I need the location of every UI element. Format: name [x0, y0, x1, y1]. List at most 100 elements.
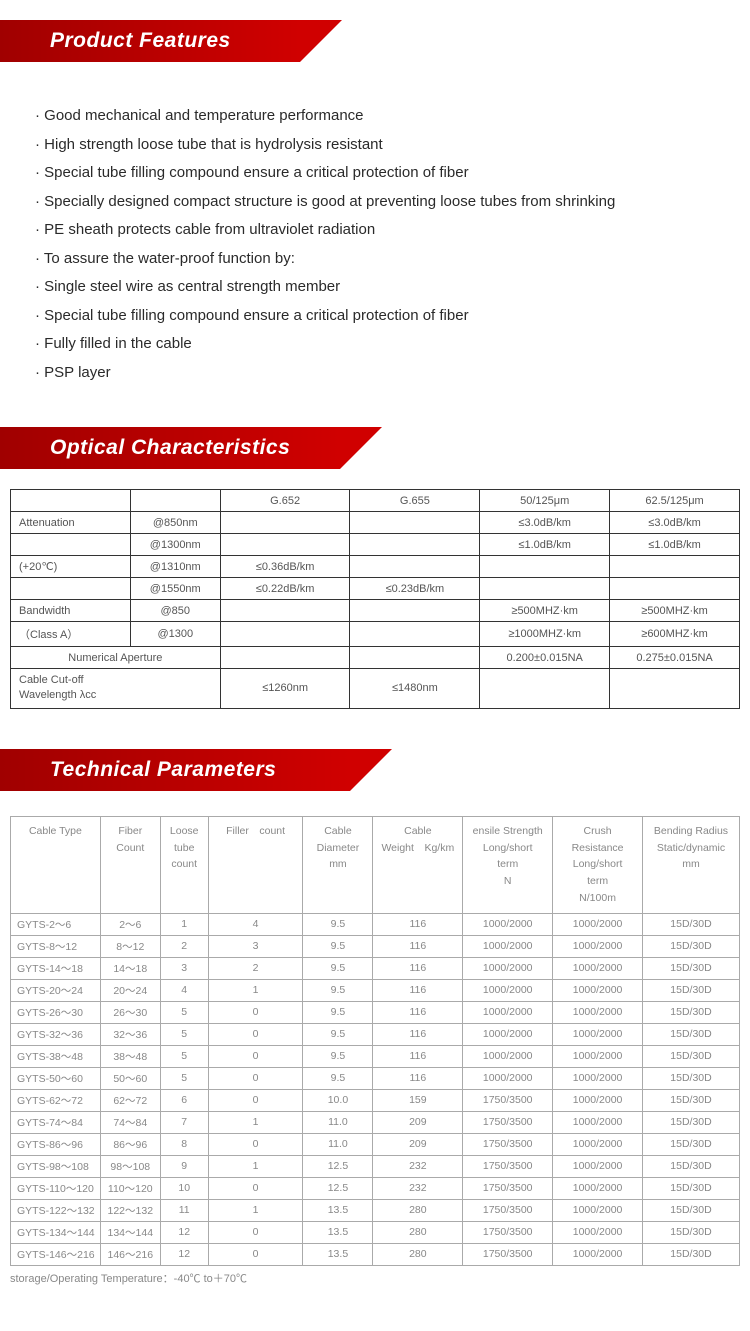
tech-cell: 15D/30D — [643, 979, 740, 1001]
tech-cell: 0 — [208, 1177, 303, 1199]
tech-cell: 0 — [208, 1133, 303, 1155]
tech-header-cell: CrushResistanceLong/shorttermN/100m — [553, 816, 643, 913]
tech-cell: 209 — [373, 1133, 463, 1155]
tech-cell: 15D/30D — [643, 1243, 740, 1265]
optical-header-cell: G.655 — [350, 490, 480, 512]
tech-cell: 5 — [160, 1023, 208, 1045]
tech-cell: 32～36 — [100, 1023, 160, 1045]
tech-cell: 2 — [208, 957, 303, 979]
tech-cell: 1000/2000 — [553, 1221, 643, 1243]
tech-cell: 110～120 — [100, 1177, 160, 1199]
tech-cell: 86～96 — [100, 1133, 160, 1155]
tech-cell: 13.5 — [303, 1221, 373, 1243]
optical-header-cell: 50/125μm — [480, 490, 610, 512]
tech-header-cell: Loosetubecount — [160, 816, 208, 913]
feature-item: Special tube filling compound ensure a c… — [35, 159, 715, 188]
section-header-optical: Optical Characteristics — [0, 427, 750, 469]
tech-cell: 1750/3500 — [463, 1133, 553, 1155]
tech-cell: 15D/30D — [643, 1001, 740, 1023]
tech-cell: 26～30 — [100, 1001, 160, 1023]
tech-cell: 9.5 — [303, 913, 373, 935]
tech-cell: 1000/2000 — [553, 935, 643, 957]
tech-cell: 3 — [160, 957, 208, 979]
tech-header-cell: CableDiametermm — [303, 816, 373, 913]
tech-cell: 5 — [160, 1045, 208, 1067]
tech-header-cell: FiberCount — [100, 816, 160, 913]
optical-header-cell: 62.5/125μm — [610, 490, 740, 512]
tech-cell: 14～18 — [100, 957, 160, 979]
tech-cell: 7 — [160, 1111, 208, 1133]
tech-cell: 0 — [208, 1067, 303, 1089]
tech-cell: 1000/2000 — [553, 957, 643, 979]
tech-cell: 98～108 — [100, 1155, 160, 1177]
feature-item: Good mechanical and temperature performa… — [35, 102, 715, 131]
tech-cell: 9.5 — [303, 1067, 373, 1089]
optical-cell — [480, 578, 610, 600]
tech-cell: GYTS-134～144 — [11, 1221, 101, 1243]
optical-row-label: Numerical Aperture — [11, 647, 221, 669]
optical-row-label — [11, 534, 131, 556]
tech-cell: GYTS-38～48 — [11, 1045, 101, 1067]
feature-item: High strength loose tube that is hydroly… — [35, 131, 715, 160]
tech-cell: 280 — [373, 1221, 463, 1243]
tech-header-cell: CableWeight Kg/km — [373, 816, 463, 913]
tech-cell: 1000/2000 — [463, 957, 553, 979]
tech-cell: 1000/2000 — [553, 1199, 643, 1221]
tech-cell: 15D/30D — [643, 1023, 740, 1045]
tech-cell: GYTS-8～12 — [11, 935, 101, 957]
tech-cell: 8 — [160, 1133, 208, 1155]
optical-cell: ≥600MHZ·km — [610, 622, 740, 647]
tech-cell: 122～132 — [100, 1199, 160, 1221]
optical-cell — [610, 578, 740, 600]
section-header-title: Technical Parameters — [0, 749, 750, 791]
optical-cell — [350, 556, 480, 578]
tech-cell: 209 — [373, 1111, 463, 1133]
tech-cell: 9.5 — [303, 935, 373, 957]
optical-cell: ≤0.23dB/km — [350, 578, 480, 600]
optical-cell — [610, 556, 740, 578]
optical-cell — [220, 622, 350, 647]
section-header-features: Product Features — [0, 20, 750, 62]
optical-table: G.652G.65550/125μm62.5/125μmAttenuation@… — [10, 489, 740, 709]
tech-cell: 62～72 — [100, 1089, 160, 1111]
tech-cell: 12.5 — [303, 1155, 373, 1177]
tech-cell: 10 — [160, 1177, 208, 1199]
tech-cell: 13.5 — [303, 1243, 373, 1265]
tech-cell: 1000/2000 — [553, 913, 643, 935]
feature-item: Specially designed compact structure is … — [35, 188, 715, 217]
tech-cell: 1000/2000 — [463, 935, 553, 957]
tech-cell: 15D/30D — [643, 1199, 740, 1221]
tech-cell: 12.5 — [303, 1177, 373, 1199]
tech-cell: 1000/2000 — [463, 1067, 553, 1089]
tech-cell: 1000/2000 — [553, 1155, 643, 1177]
tech-cell: 0 — [208, 1221, 303, 1243]
tech-cell: 74～84 — [100, 1111, 160, 1133]
optical-cell — [480, 556, 610, 578]
tech-cell: 12 — [160, 1243, 208, 1265]
optical-sub-label: @1300 — [130, 622, 220, 647]
tech-header-cell: Bending RadiusStatic/dynamicmm — [643, 816, 740, 913]
optical-cell — [220, 534, 350, 556]
tech-cell: 159 — [373, 1089, 463, 1111]
optical-cell — [350, 512, 480, 534]
optical-cell — [350, 647, 480, 669]
optical-cell: ≥500MHZ·km — [610, 600, 740, 622]
tech-cell: GYTS-62～72 — [11, 1089, 101, 1111]
tech-cell: 1000/2000 — [463, 913, 553, 935]
tech-cell: 15D/30D — [643, 935, 740, 957]
tech-cell: 9 — [160, 1155, 208, 1177]
tech-cell: 8～12 — [100, 935, 160, 957]
section-header-title: Optical Characteristics — [0, 427, 750, 469]
tech-cell: 9.5 — [303, 1001, 373, 1023]
optical-header-cell — [11, 490, 131, 512]
tech-cell: GYTS-86～96 — [11, 1133, 101, 1155]
tech-cell: 0 — [208, 1045, 303, 1067]
tech-cell: 1000/2000 — [553, 1133, 643, 1155]
tech-cell: 3 — [208, 935, 303, 957]
tech-cell: 38～48 — [100, 1045, 160, 1067]
optical-sub-label: @1300nm — [130, 534, 220, 556]
tech-cell: 15D/30D — [643, 1221, 740, 1243]
feature-list: Good mechanical and temperature performa… — [0, 82, 750, 407]
tech-footnote: storage/Operating Temperature：-40℃ to＋70… — [0, 1266, 750, 1306]
tech-cell: 11.0 — [303, 1133, 373, 1155]
